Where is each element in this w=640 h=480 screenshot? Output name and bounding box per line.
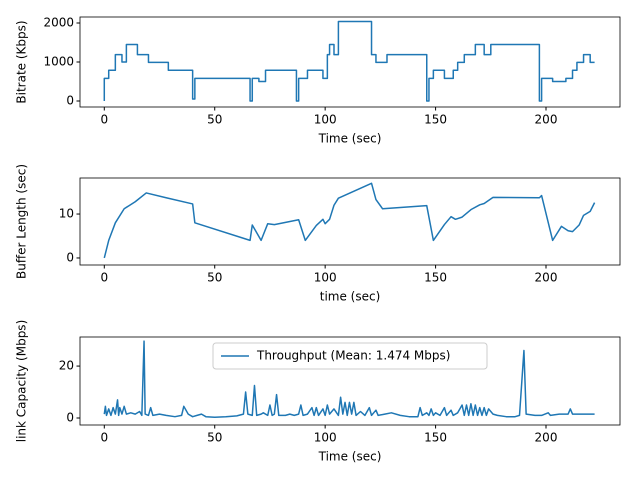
x-tick-label: 200 <box>535 113 558 127</box>
x-tick-label: 150 <box>424 271 447 285</box>
y-tick-label: 1000 <box>43 55 74 69</box>
y-tick-label: 0 <box>66 93 74 107</box>
x-tick-label: 50 <box>207 431 222 445</box>
y-axis-label: link Capacity (Mbps) <box>15 320 29 443</box>
x-tick-label: 150 <box>424 113 447 127</box>
x-tick-label: 100 <box>314 431 337 445</box>
y-tick-label: 0 <box>66 250 74 264</box>
x-axis-label: Time (sec) <box>318 450 382 464</box>
legend-label: Throughput (Mean: 1.474 Mbps) <box>256 349 450 363</box>
y-tick-label: 10 <box>59 207 74 221</box>
y-tick-label: 20 <box>59 359 74 373</box>
x-tick-label: 100 <box>314 113 337 127</box>
x-tick-label: 0 <box>100 431 108 445</box>
x-tick-label: 150 <box>424 431 447 445</box>
x-tick-label: 100 <box>314 271 337 285</box>
x-tick-label: 0 <box>100 271 108 285</box>
x-tick-label: 50 <box>207 271 222 285</box>
x-tick-label: 50 <box>207 113 222 127</box>
x-tick-label: 200 <box>535 271 558 285</box>
data-line <box>103 182 596 259</box>
y-axis-label: Bitrate (Kbps) <box>15 20 29 103</box>
y-axis-label: Buffer Length (sec) <box>15 164 29 279</box>
axes-frame <box>79 336 621 426</box>
x-tick-label: 0 <box>100 113 108 127</box>
x-tick-label: 200 <box>535 431 558 445</box>
data-line <box>103 20 595 102</box>
x-axis-label: time (sec) <box>320 290 381 304</box>
axes-frame <box>79 16 621 108</box>
legend-box <box>212 342 488 370</box>
axes-frame <box>79 177 621 266</box>
y-tick-label: 0 <box>66 410 74 424</box>
y-tick-label: 2000 <box>43 16 74 30</box>
x-axis-label: Time (sec) <box>318 132 382 146</box>
data-line <box>103 340 595 418</box>
